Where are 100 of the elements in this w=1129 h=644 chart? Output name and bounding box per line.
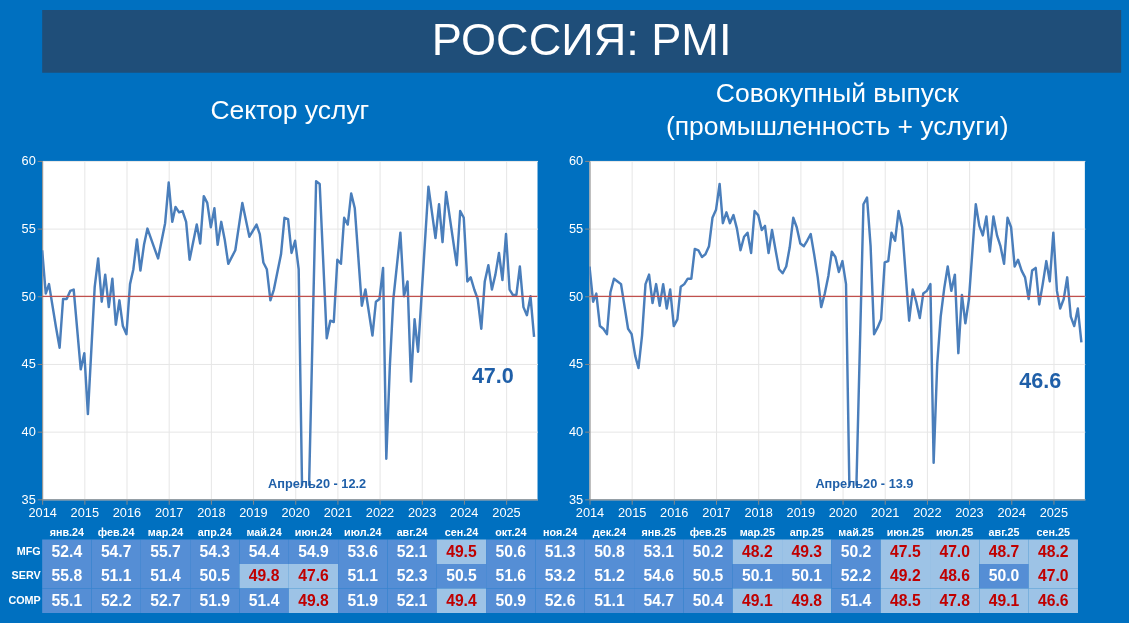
data-label: 51.2 <box>594 567 625 585</box>
data-label: 52.7 <box>150 591 182 609</box>
x-tick-label: 2020 <box>281 504 310 520</box>
data-label: 55.1 <box>51 591 83 609</box>
y-tick-label: MFG <box>16 544 41 557</box>
annotation: Апрель20 - 13.9 <box>815 475 914 491</box>
x-tick-label: авг.24 <box>396 526 428 539</box>
x-tick-label: 2017 <box>702 504 731 520</box>
data-label: 54.6 <box>643 567 675 585</box>
data-label: 52.1 <box>396 591 428 609</box>
data-label: 47.0 <box>939 542 971 560</box>
y-tick-label: 55 <box>21 221 36 237</box>
data-label: 55.7 <box>150 542 182 560</box>
data-label: 54.7 <box>100 542 132 560</box>
data-label: 52.3 <box>396 567 428 585</box>
data-label: 50.8 <box>594 542 625 560</box>
x-tick-label: ноя.24 <box>542 526 578 539</box>
data-label: 49.8 <box>791 591 823 609</box>
y-tick-label: 45 <box>568 356 584 372</box>
data-label: 54.3 <box>199 542 231 560</box>
data-label: 50.2 <box>692 542 724 560</box>
x-tick-label: 2016 <box>112 504 142 520</box>
data-label: 51.9 <box>199 591 231 609</box>
x-tick-label: 2019 <box>239 504 268 520</box>
data-label: 48.2 <box>1038 542 1069 560</box>
x-tick-label: 2024 <box>450 504 479 520</box>
x-tick-label: мар.25 <box>739 526 776 539</box>
x-tick-label: дек.24 <box>592 526 626 539</box>
x-tick-label: янв.24 <box>49 526 85 539</box>
y-tick-label: 50 <box>21 288 36 304</box>
y-tick-label: 60 <box>21 153 36 169</box>
data-label: 51.9 <box>347 591 379 609</box>
data-label: 49.2 <box>890 567 921 585</box>
data-label: 51.6 <box>495 567 527 585</box>
data-label: 50.5 <box>199 567 231 585</box>
data-label: 48.7 <box>988 542 1020 560</box>
data-label: 47.5 <box>890 542 921 560</box>
x-tick-label: июн.24 <box>294 526 333 539</box>
data-label: 49.1 <box>988 591 1020 609</box>
y-tick-label: 60 <box>568 153 584 169</box>
data-label: 52.2 <box>100 591 132 609</box>
x-tick-label: 2023 <box>955 504 984 520</box>
data-label: 52.6 <box>544 591 576 609</box>
x-tick-label: 2018 <box>197 504 226 520</box>
data-label: 52.1 <box>396 542 428 560</box>
x-tick-label: фев.25 <box>689 526 727 539</box>
data-label: 49.8 <box>248 567 280 585</box>
data-label: 50.1 <box>791 567 823 585</box>
x-tick-label: сен.25 <box>1036 526 1071 539</box>
data-label: 49.3 <box>791 542 823 560</box>
x-tick-label: май.25 <box>838 526 874 539</box>
data-label: 50.5 <box>446 567 477 585</box>
data-label: 51.1 <box>100 567 132 585</box>
annotation: 47.0 <box>471 363 514 389</box>
x-tick-label: апр.25 <box>789 526 824 539</box>
x-tick-label: 2025 <box>492 504 521 520</box>
x-tick-label: 2020 <box>828 504 858 520</box>
data-label: 50.2 <box>840 542 872 560</box>
x-tick-label: 2019 <box>786 504 815 520</box>
y-tick-label: 50 <box>568 288 584 304</box>
x-tick-label: май.24 <box>246 526 282 539</box>
data-label: 51.1 <box>594 591 625 609</box>
x-tick-label: 2015 <box>70 504 99 520</box>
x-tick-label: июл.24 <box>344 526 382 539</box>
x-tick-label: 2017 <box>155 504 184 520</box>
data-label: 54.7 <box>643 591 675 609</box>
data-label: 49.4 <box>446 591 477 609</box>
x-tick-label: сен.24 <box>444 526 479 539</box>
x-tick-label: июл.25 <box>936 526 974 539</box>
y-tick-label: 40 <box>21 424 36 440</box>
data-label: 48.2 <box>742 542 773 560</box>
text: РОССИЯ: PMI <box>431 14 732 65</box>
x-tick-label: 2014 <box>575 504 605 520</box>
data-label: 54.9 <box>298 542 329 560</box>
data-label: 55.8 <box>51 567 83 585</box>
data-label: 50.9 <box>495 591 527 609</box>
y-tick-label: 40 <box>568 424 584 440</box>
x-tick-label: 2024 <box>997 504 1026 520</box>
x-tick-label: 2016 <box>660 504 689 520</box>
data-label: 49.1 <box>742 591 773 609</box>
data-label: 50.0 <box>988 567 1020 585</box>
y-tick-label: COMP <box>8 593 41 606</box>
data-label: 48.5 <box>890 591 921 609</box>
data-label: 47.0 <box>1038 567 1069 585</box>
data-label: 49.8 <box>298 591 329 609</box>
x-tick-label: 2025 <box>1039 504 1069 520</box>
data-label: 53.6 <box>347 542 379 560</box>
data-label: 47.6 <box>298 567 329 585</box>
x-tick-label: апр.24 <box>197 526 232 539</box>
x-tick-label: 2021 <box>870 504 900 520</box>
x-tick-label: 2015 <box>617 504 647 520</box>
x-tick-label: мар.24 <box>147 526 184 539</box>
y-tick-label: 55 <box>568 221 584 237</box>
chart-title: Сектор услуг <box>210 94 370 125</box>
y-tick-label: 35 <box>21 491 36 507</box>
x-tick-label: 2018 <box>744 504 773 520</box>
x-tick-label: 2022 <box>913 504 942 520</box>
data-label: 53.1 <box>643 542 675 560</box>
data-label: 47.8 <box>939 591 971 609</box>
data-label: 50.6 <box>495 542 527 560</box>
